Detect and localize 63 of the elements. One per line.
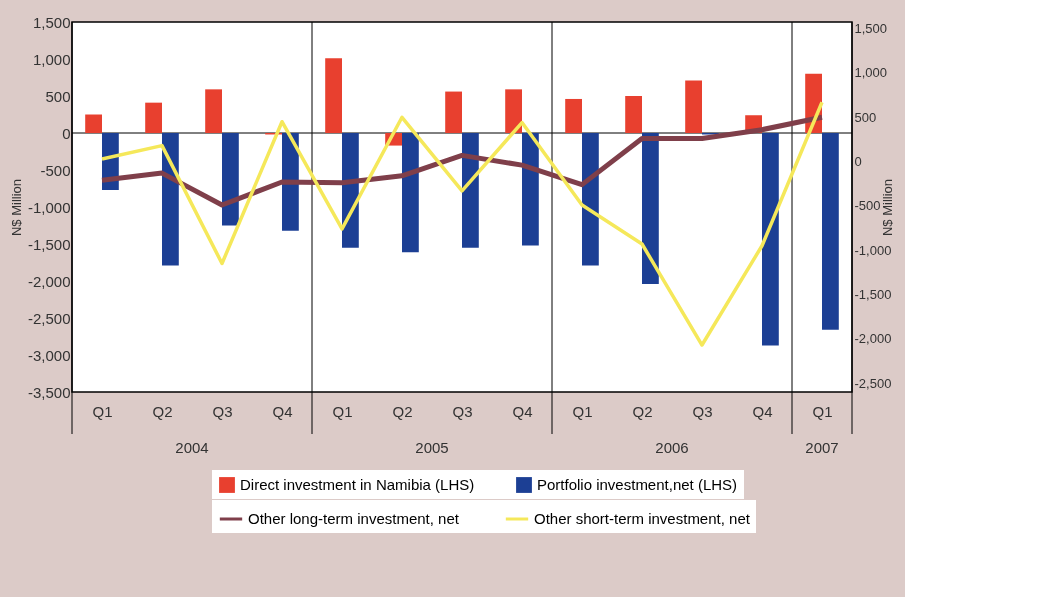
y-tick-label: 1,000 xyxy=(32,50,71,68)
bar xyxy=(402,133,419,253)
bar xyxy=(625,96,642,133)
text: 2006 xyxy=(655,439,689,456)
y2-tick-label: 500 xyxy=(854,109,877,125)
x-tick-label: Q2 xyxy=(632,402,653,420)
x-tick-label: Q4 xyxy=(512,402,533,420)
y-tick-label: -500 xyxy=(40,161,71,179)
bar xyxy=(565,98,582,133)
y2-tick-label: 1,500 xyxy=(854,21,888,37)
x-tick-label: Q1 xyxy=(812,402,833,420)
bar xyxy=(325,58,342,133)
x-tick-label: Q1 xyxy=(572,402,593,420)
y2-tick-label: -1,500 xyxy=(854,287,892,303)
bar xyxy=(685,80,702,133)
x-tick-label: Q3 xyxy=(452,402,473,420)
bar xyxy=(522,133,539,246)
y2-tick-label: -1,000 xyxy=(854,242,892,258)
x-tick-label: Q3 xyxy=(692,402,713,420)
y-tick-label: 0 xyxy=(62,124,71,142)
legend-label: Other short-term investment, net xyxy=(534,510,751,527)
bar xyxy=(762,133,779,346)
y2-tick-label: 0 xyxy=(854,154,862,170)
bar xyxy=(162,133,179,266)
bar xyxy=(145,102,162,133)
y2-tick-label: -2,500 xyxy=(854,375,892,391)
bar xyxy=(282,133,299,231)
bar xyxy=(222,133,239,226)
x-tick-label: Q2 xyxy=(392,402,413,420)
y2-axis-title: N$ Million xyxy=(880,178,896,237)
bar xyxy=(462,133,479,248)
y-tick-label: -1,000 xyxy=(27,198,71,216)
legend-label: Direct investment in Namibia (LHS) xyxy=(240,476,475,493)
x-tick-label: Q2 xyxy=(152,402,173,420)
bar xyxy=(445,91,462,133)
x-tick-label: Q1 xyxy=(332,402,353,420)
line-series xyxy=(100,100,824,347)
x-tick-label: Q4 xyxy=(272,402,293,420)
y-tick-label: -3,000 xyxy=(27,346,71,364)
y-axis-title: N$ Million xyxy=(8,178,24,237)
text: 2007 xyxy=(805,439,839,456)
bar xyxy=(505,89,522,133)
bar xyxy=(85,114,102,133)
x-tick-label: Q1 xyxy=(92,402,113,420)
y-tick-label: -2,000 xyxy=(27,272,71,290)
y-tick-label: -3,500 xyxy=(27,383,71,401)
y2-tick-label: 1,000 xyxy=(854,65,888,81)
y2-tick-label: -500 xyxy=(854,198,881,214)
y-tick-label: -1,500 xyxy=(27,235,71,253)
y-tick-label: -2,500 xyxy=(27,309,71,327)
text: 2004 xyxy=(175,439,209,456)
x-tick-label: Q3 xyxy=(212,402,233,420)
text: 2005 xyxy=(415,439,449,456)
bar xyxy=(205,89,222,133)
bar xyxy=(822,133,839,330)
bar xyxy=(582,133,599,266)
legend-label: Other long-term investment, net xyxy=(248,510,460,527)
x-tick-label: Q4 xyxy=(752,402,773,420)
y2-tick-label: -2,000 xyxy=(854,331,892,347)
bar xyxy=(642,133,659,284)
legend-label: Portfolio investment,net (LHS) xyxy=(537,476,738,493)
y-tick-label: 500 xyxy=(45,87,71,105)
y-tick-label: 1,500 xyxy=(32,13,71,31)
